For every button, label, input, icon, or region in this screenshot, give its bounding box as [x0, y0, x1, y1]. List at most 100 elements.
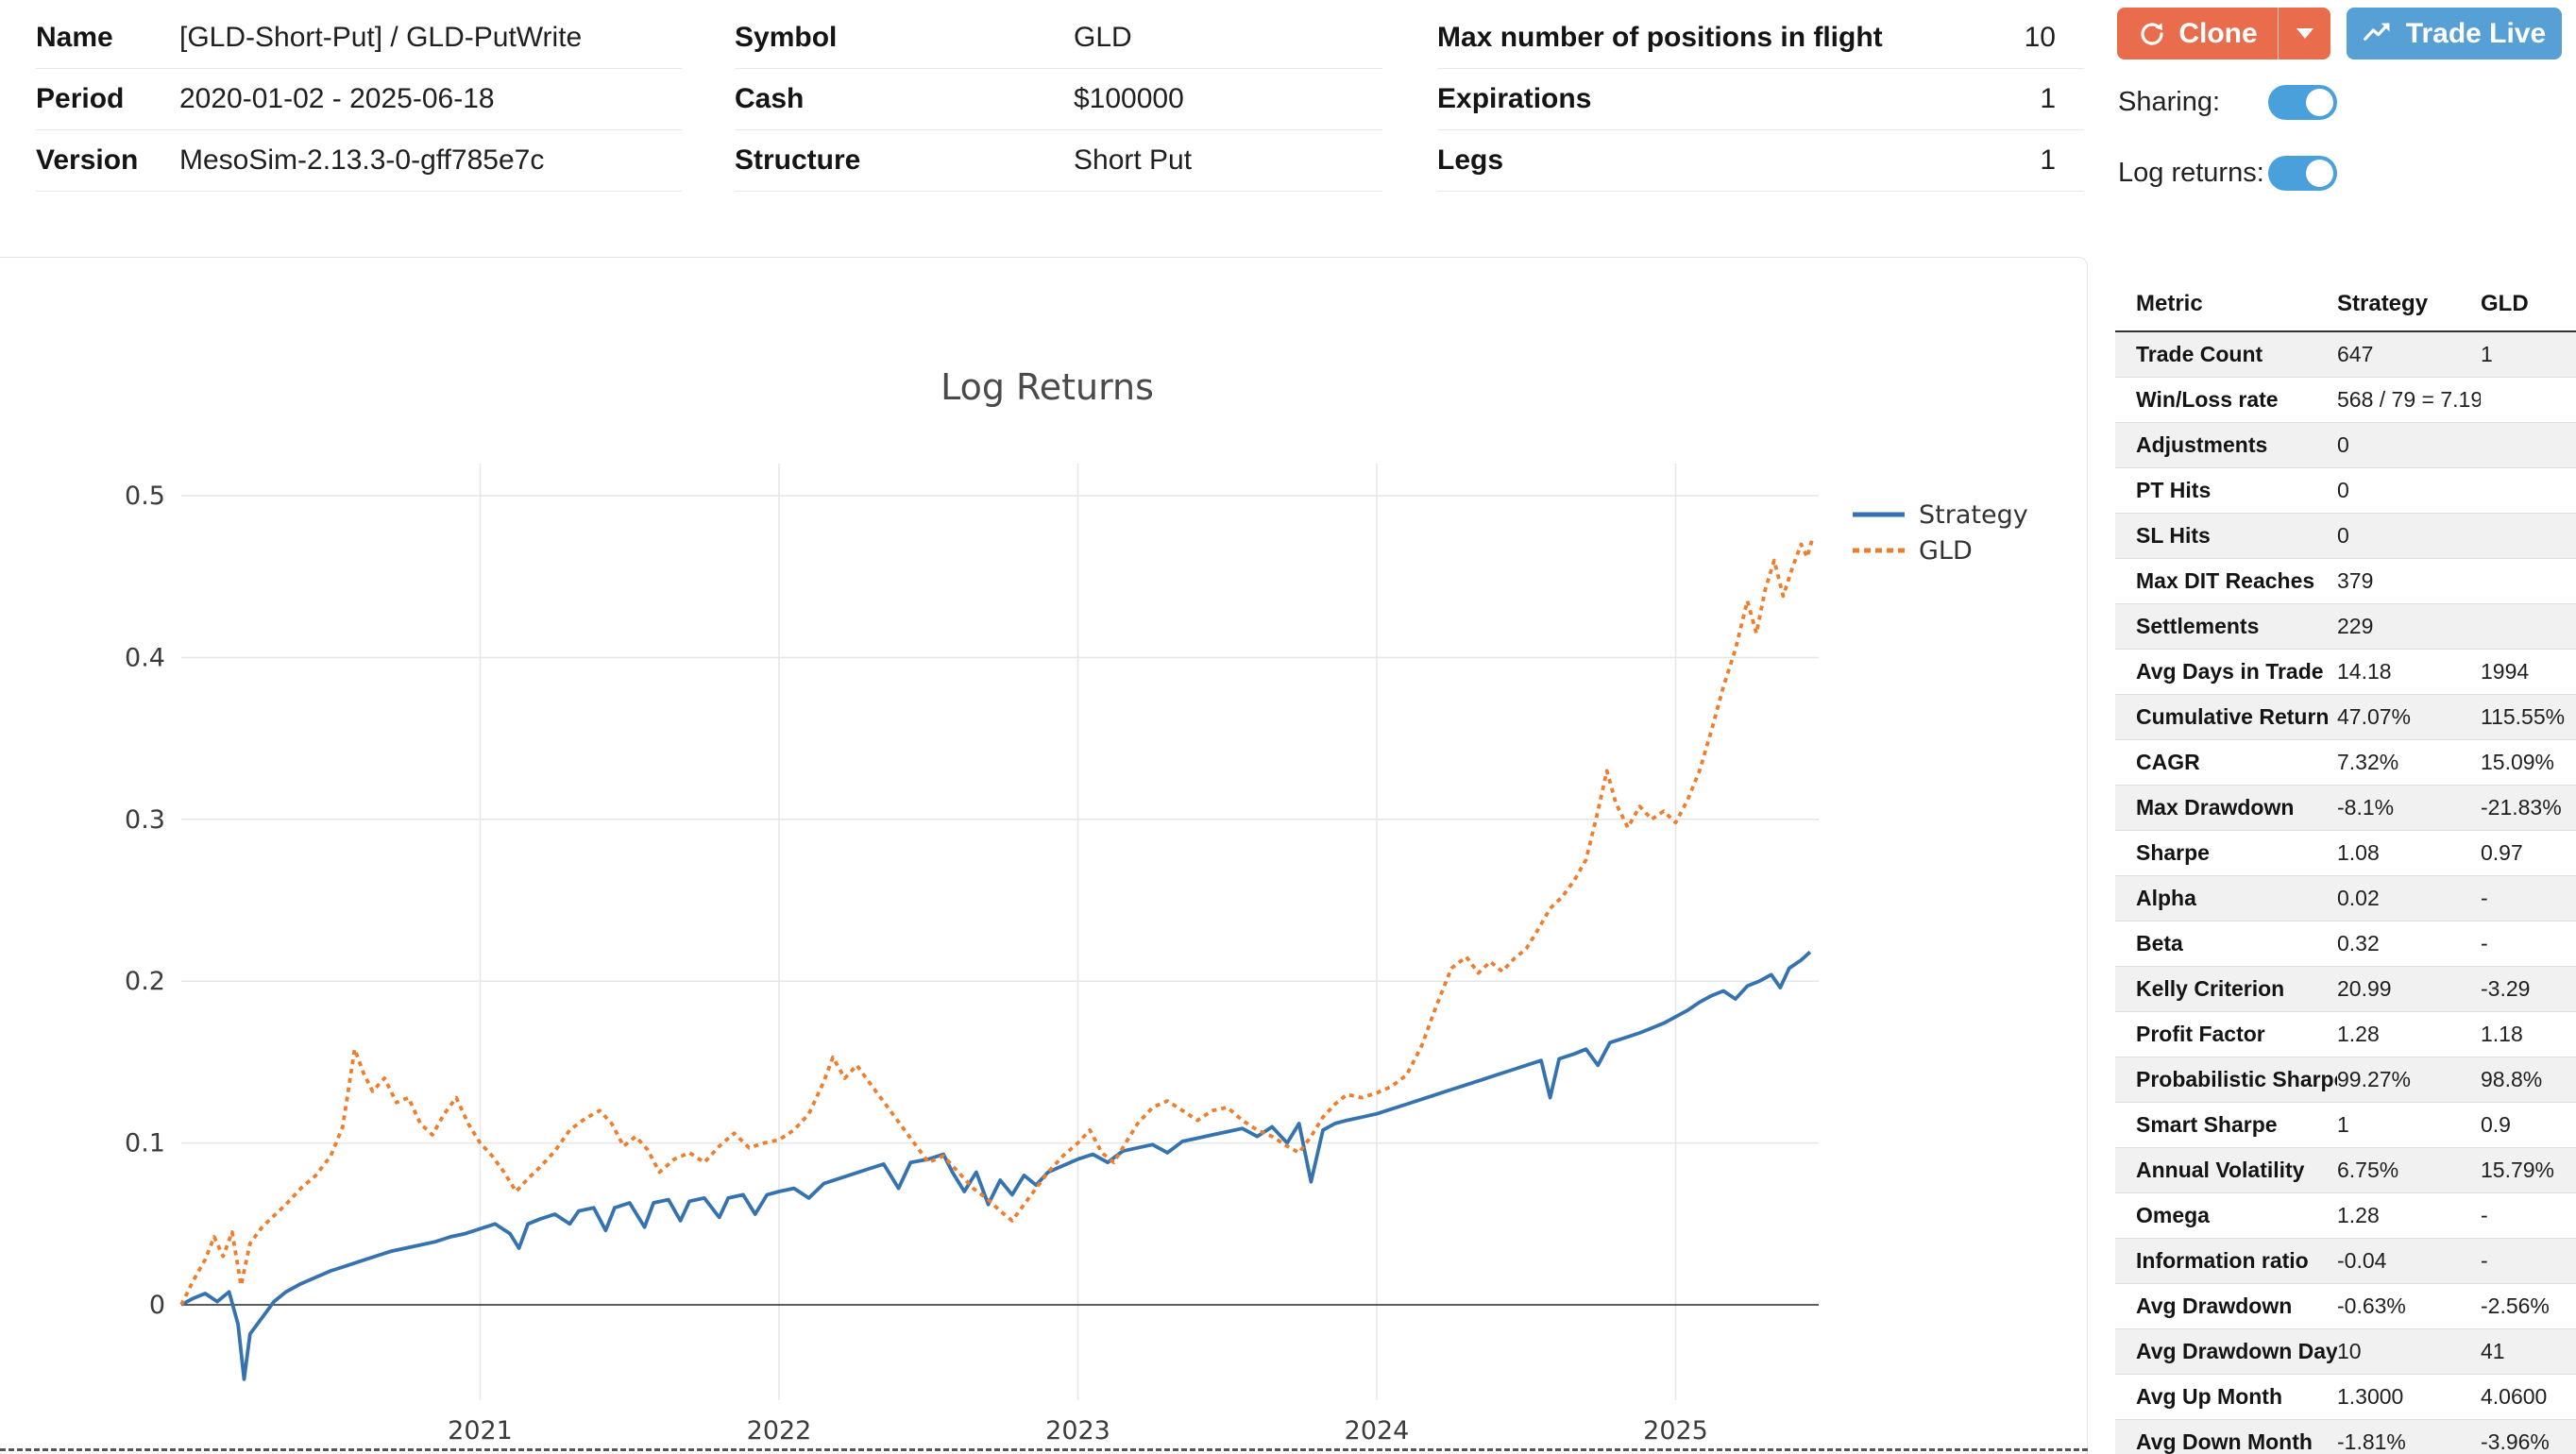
metric-name-cell: Avg Drawdown Days	[2115, 1327, 2337, 1374]
strategy-value-cell: 0	[2337, 421, 2481, 467]
strategy-value-cell: 1	[2337, 1101, 2481, 1147]
strategy-value-cell: 20.99	[2337, 965, 2481, 1011]
table-row: PT Hits 0	[2115, 466, 2576, 513]
metric-name-cell: Avg Down Month	[2115, 1418, 2337, 1454]
version-value: MesoSim-2.13.3-0-gff785e7c	[179, 144, 545, 176]
gld-value-cell: 0.9	[2481, 1101, 2576, 1147]
strategy-value-cell: 99.27%	[2337, 1056, 2481, 1102]
symbol-label: Symbol	[735, 22, 838, 53]
strategy-value-cell: 0.02	[2337, 874, 2481, 921]
gld-value-cell	[2481, 602, 2576, 649]
y-tick-label: 0.5	[125, 482, 165, 511]
structure-label: Structure	[735, 144, 861, 176]
gld-value-cell: -	[2481, 1237, 2576, 1283]
gld-value-cell: 15.09%	[2481, 738, 2576, 785]
metric-name-cell: Max DIT Reaches	[2115, 557, 2337, 603]
gld-value-cell: -21.83%	[2481, 784, 2576, 830]
strategy-value-cell: 379	[2337, 557, 2481, 603]
log-returns-chart-card: 0 0.1 0.2 0.3 0.4 0.5 2021 2022 2023 2024 2025 Log …	[0, 257, 2088, 1454]
sharing-toggle-knob	[2306, 89, 2333, 116]
gld-value-cell: 98.8%	[2481, 1056, 2576, 1102]
trade-live-button[interactable]: Trade Live	[2347, 8, 2562, 59]
table-row: Smart Sharpe 1 0.9	[2115, 1101, 2576, 1147]
metrics-table: Metric Strategy GLD Trade Count 647 1 Win/L…	[2115, 257, 2576, 1454]
clone-button[interactable]: Clone	[2117, 8, 2278, 59]
log-returns-toggle[interactable]	[2268, 156, 2337, 191]
strategy-value-cell: 7.32%	[2337, 738, 2481, 785]
metric-name-cell: Win/Loss rate	[2115, 376, 2337, 422]
metric-name-cell: Adjustments	[2115, 421, 2337, 467]
legs-label: Legs	[1437, 144, 1504, 176]
clone-button-label: Clone	[2178, 17, 2258, 49]
metric-name-cell: Information ratio	[2115, 1237, 2337, 1283]
metric-name-cell: Probabilistic Sharpe	[2115, 1056, 2337, 1102]
x-tick-label: 2021	[448, 1416, 513, 1446]
strategy-value-cell: 0	[2337, 466, 2481, 513]
x-tick-label: 2023	[1045, 1416, 1110, 1446]
y-tick-label: 0.2	[125, 967, 165, 996]
clone-dropdown-button[interactable]	[2278, 8, 2330, 59]
legs-value: 1	[2040, 144, 2056, 176]
version-label: Version	[36, 144, 139, 176]
gld-value-cell: -	[2481, 1192, 2576, 1238]
period-value: 2020-01-02 - 2025-06-18	[179, 83, 495, 114]
y-tick-label: 0.3	[125, 805, 165, 835]
sharing-toggle[interactable]	[2268, 85, 2337, 120]
metric-name-cell: CAGR	[2115, 738, 2337, 785]
gld-value-cell: -3.96%	[2481, 1418, 2576, 1454]
gld-value-cell	[2481, 421, 2576, 467]
table-row: Beta 0.32-	[2115, 920, 2576, 966]
metric-name-cell: Sharpe	[2115, 829, 2337, 875]
gld-value-cell: 15.79%	[2481, 1146, 2576, 1192]
metric-name-cell: PT Hits	[2115, 466, 2337, 513]
chevron-down-icon	[2296, 28, 2313, 39]
table-row: Kelly Criterion 20.99 -3.29	[2115, 965, 2576, 1011]
gld-value-cell: -	[2481, 874, 2576, 921]
name-label: Name	[36, 22, 113, 53]
metric-name-cell: Annual Volatility	[2115, 1146, 2337, 1192]
table-row: Win/Loss rate 568 / 79 = 7.19	[2115, 376, 2576, 422]
metrics-header-row: Metric Strategy GLD	[2115, 257, 2576, 332]
kv-row-symbol: Symbol GLD	[735, 8, 1382, 69]
metric-name-cell: Avg Days in Trade	[2115, 648, 2337, 694]
kv-row-max-positions: Max number of positions in flight 10	[1437, 8, 2084, 69]
table-row: Max Drawdown -8.1% -21.83%	[2115, 784, 2576, 830]
name-value: [GLD-Short-Put] / GLD-PutWrite	[179, 22, 583, 53]
y-tick-label: 0	[149, 1291, 165, 1320]
table-row: Avg Up Month 1.3000 4.0600	[2115, 1373, 2576, 1419]
kv-row-legs: Legs 1	[1437, 130, 2084, 192]
kv-row-name: Name [GLD-Short-Put] / GLD-PutWrite	[36, 8, 682, 69]
table-row: SL Hits 0	[2115, 512, 2576, 558]
max-positions-value: 10	[2024, 22, 2056, 53]
metric-name-cell: Kelly Criterion	[2115, 965, 2337, 1011]
x-tick-label: 2025	[1643, 1416, 1708, 1446]
y-tick-label: 0.4	[125, 643, 165, 672]
clone-split-button: Clone	[2117, 8, 2330, 59]
table-row: Avg Days in Trade 14.18 1994	[2115, 648, 2576, 694]
table-row: Max DIT Reaches 379	[2115, 557, 2576, 603]
metric-name-cell: Cumulative Return	[2115, 693, 2337, 739]
expirations-label: Expirations	[1437, 83, 1592, 114]
metric-name-cell: Beta	[2115, 920, 2337, 966]
metrics-header-gld: GLD	[2481, 257, 2576, 332]
kv-row-period: Period 2020-01-02 - 2025-06-18	[36, 69, 682, 130]
metric-name-cell: Avg Drawdown	[2115, 1282, 2337, 1328]
gld-value-cell: -2.56%	[2481, 1282, 2576, 1328]
table-row: Avg Drawdown -0.63% -2.56%	[2115, 1282, 2576, 1328]
strategy-value-cell: -0.04	[2337, 1237, 2481, 1283]
expirations-value: 1	[2040, 83, 2056, 114]
strategy-value-cell: -0.63%	[2337, 1282, 2481, 1328]
strategy-value-cell: 10	[2337, 1327, 2481, 1374]
strategy-value-cell: 1.28	[2337, 1010, 2481, 1057]
table-row: Cumulative Return 47.07% 115.55%	[2115, 693, 2576, 739]
table-row: Alpha 0.02-	[2115, 874, 2576, 921]
metric-name-cell: Max Drawdown	[2115, 784, 2337, 830]
strategy-value-cell: 47.07%	[2337, 693, 2481, 739]
table-row: Adjustments 0	[2115, 421, 2576, 467]
header-column-instrument: Symbol GLD Cash $100000 Structure Short …	[735, 8, 1382, 192]
strategy-value-cell: 1.28	[2337, 1192, 2481, 1238]
gld-value-cell: 1	[2481, 341, 2493, 366]
table-row: Profit Factor 1.28 1.18	[2115, 1010, 2576, 1057]
sharing-label: Sharing:	[2118, 87, 2221, 117]
strategy-value-cell: 1.3000	[2337, 1373, 2481, 1419]
